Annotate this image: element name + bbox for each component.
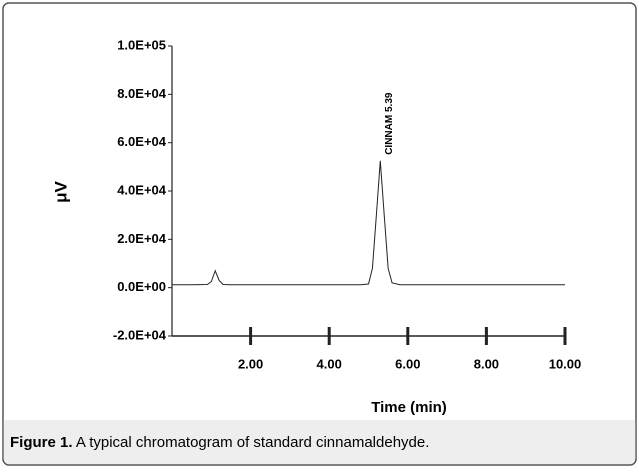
x-tick-label: 4.00 bbox=[317, 356, 342, 371]
x-tick-label: 2.00 bbox=[238, 356, 263, 371]
y-tick-label: -2.0E+04 bbox=[113, 327, 167, 342]
y-tick-label: 6.0E+04 bbox=[117, 134, 167, 149]
y-axis-label: μV bbox=[51, 180, 70, 202]
x-tick-label: 10.00 bbox=[549, 356, 582, 371]
x-tick-label: 6.00 bbox=[395, 356, 420, 371]
y-tick-label: 0.0E+00 bbox=[117, 279, 166, 294]
frame bbox=[2, 2, 637, 466]
peak-annotation: CINNAM 5.39 bbox=[384, 92, 395, 155]
y-tick-label: 4.0E+04 bbox=[117, 182, 167, 197]
y-tick-label: 1.0E+05 bbox=[117, 37, 166, 52]
caption-text: A typical chromatogram of standard cinna… bbox=[76, 434, 430, 451]
caption: Figure 1. A typical chromatogram of stan… bbox=[10, 434, 429, 451]
x-axis-label: Time (min) bbox=[371, 399, 447, 416]
caption-bar bbox=[3, 420, 636, 464]
y-tick-label: 2.0E+04 bbox=[117, 231, 167, 246]
caption-label: Figure 1. bbox=[10, 434, 73, 451]
x-tick-label: 8.00 bbox=[474, 356, 499, 371]
y-tick-label: 8.0E+04 bbox=[117, 86, 167, 101]
trace bbox=[172, 160, 565, 286]
